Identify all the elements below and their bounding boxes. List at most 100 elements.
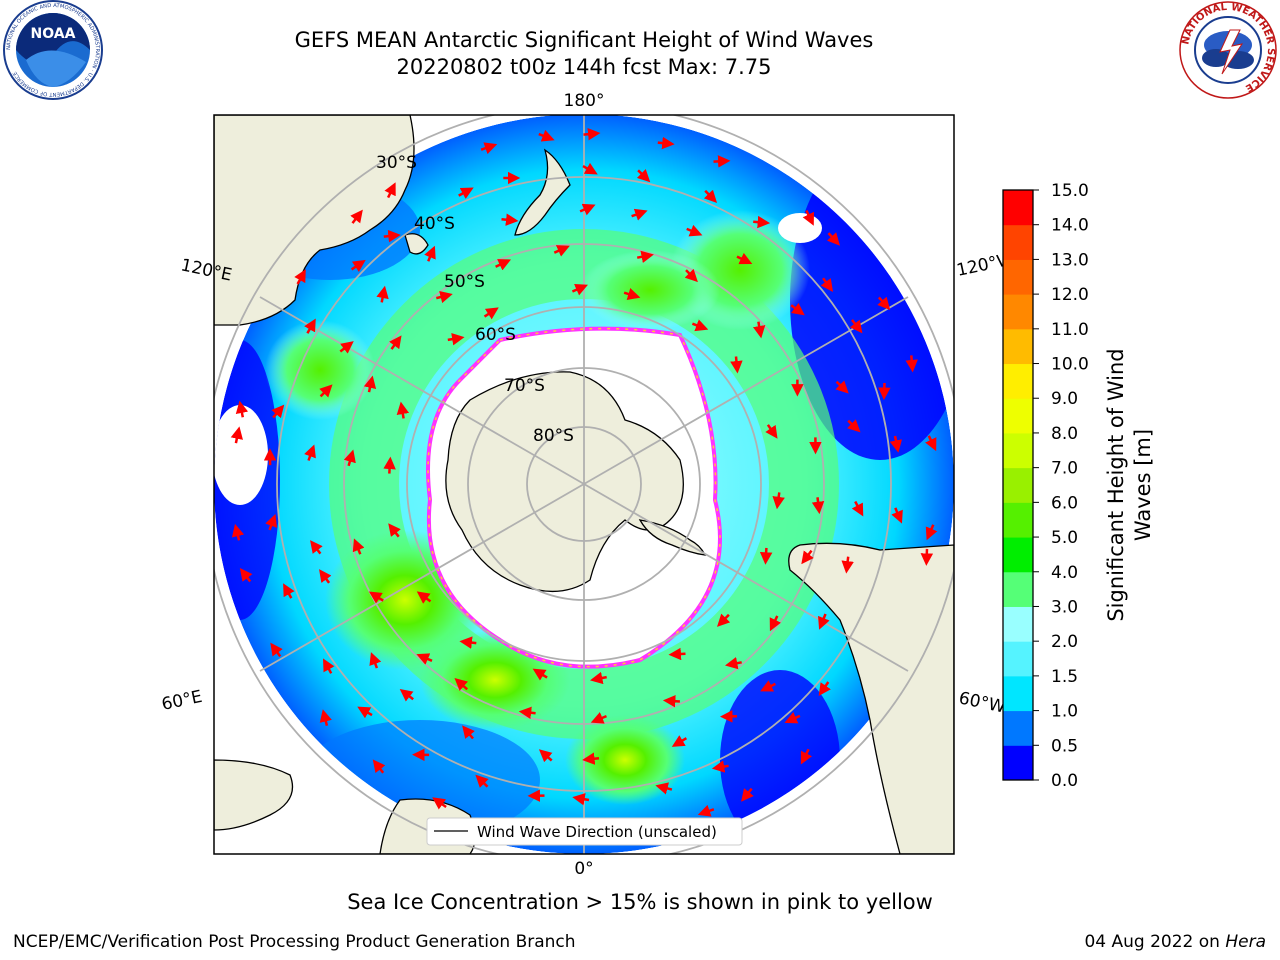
colorbar-segment <box>1003 294 1033 330</box>
colorbar-tick-label: 11.0 <box>1051 320 1089 340</box>
wind-wave-arrow <box>271 404 285 419</box>
lon-label-180: 180° <box>564 91 605 111</box>
wind-wave-arrow <box>501 213 519 226</box>
land <box>214 115 954 854</box>
colorbar-tick-label: 0.5 <box>1051 736 1078 756</box>
wind-wave-arrow <box>801 549 814 565</box>
wind-wave-arrow <box>304 318 316 334</box>
wind-wave-arrow <box>790 302 805 316</box>
wind-wave-arrow <box>920 548 934 566</box>
colorbar-segment <box>1003 502 1033 538</box>
wind-wave-arrow <box>736 252 753 265</box>
wind-wave-arrow <box>538 749 553 763</box>
lon-label-0: 0° <box>574 859 593 879</box>
wind-wave-arrow <box>350 259 366 273</box>
wind-wave-arrow <box>462 725 475 740</box>
africa-land <box>214 759 294 831</box>
wind-wave-arrow <box>265 514 277 531</box>
wind-wave-arrow <box>631 208 648 221</box>
colorbar-segment <box>1003 606 1033 642</box>
wind-wave-arrow <box>668 647 686 661</box>
colorbar-segment <box>1003 432 1033 469</box>
wind-wave-arrow <box>925 435 937 452</box>
map-frame <box>213 114 955 855</box>
wind-wave-arrow <box>905 355 918 373</box>
lat-label-50s: 50°S <box>444 272 485 292</box>
lat-label-40s: 40°S <box>414 214 455 234</box>
colorbar-segment <box>1003 328 1033 365</box>
wind-wave-arrow <box>851 500 864 517</box>
wind-wave-arrow <box>753 215 771 229</box>
wind-wave-arrow <box>363 375 377 393</box>
wind-wave-arrow <box>579 203 596 216</box>
wind-wave-arrow <box>553 245 570 257</box>
wind-wave-arrow <box>752 321 766 339</box>
map-subtitle: 20220802 t00z 144h fcst Max: 7.75 <box>396 55 772 79</box>
colorbar-label-line1: Significant Height of Wind <box>1104 348 1128 621</box>
wind-wave-arrow <box>518 706 536 719</box>
wind-wave-arrow <box>384 182 396 199</box>
wind-wave-arrow <box>820 277 834 292</box>
wind-wave-arrow <box>818 681 831 697</box>
colorbar-segment <box>1003 745 1033 781</box>
colorbar-frame <box>1002 189 1034 781</box>
map-area: 30°S 40°S 50°S 60°S 70°S 80°S Wind Wave … <box>214 115 954 854</box>
lat-label-30s: 30°S <box>376 153 417 173</box>
antarctica-land <box>445 371 684 593</box>
wind-wave-arrow <box>849 319 863 334</box>
wind-wave-arrow <box>270 642 283 658</box>
colorbar-tick-label: 7.0 <box>1051 459 1078 479</box>
wind-wave-arrow <box>343 449 356 467</box>
wind-wave-arrow <box>239 568 253 583</box>
wind-wave-arrow <box>432 797 447 810</box>
wind-wave-arrow <box>230 426 243 444</box>
colorbar-segment <box>1003 398 1033 434</box>
antarctic-peninsula-land <box>638 519 707 556</box>
colorbar-tick-label: 12.0 <box>1051 285 1089 305</box>
wind-wave-arrow <box>589 671 607 685</box>
colorbar-segment <box>1003 641 1033 677</box>
colorbar-tick-label: 6.0 <box>1051 493 1078 513</box>
wind-wave-arrow <box>847 419 861 433</box>
colorbar-tick-label: 13.0 <box>1051 250 1089 270</box>
lon-label-60e: 60°E <box>160 687 204 715</box>
credit-text: NCEP/EMC/Verification Post Processing Pr… <box>13 932 576 952</box>
wind-wave-arrow <box>802 209 814 226</box>
wind-wave-arrow <box>571 283 588 296</box>
colorbar-tick-label: 10.0 <box>1051 355 1089 375</box>
noaa-logo: NOAA NATIONAL OCEANIC AND ATMOSPHERIC AD… <box>3 0 103 100</box>
new-zealand-land <box>514 148 571 236</box>
machine-name: Hera <box>1225 932 1266 952</box>
colorbar-tick-label: 3.0 <box>1051 597 1078 617</box>
wind-wave-arrow <box>818 613 830 630</box>
wind-wave-arrow <box>319 384 333 398</box>
wind-wave-arrow <box>925 524 938 541</box>
wind-wave-arrow <box>458 187 474 199</box>
wind-wave-arrow <box>697 804 715 817</box>
wind-wave-arrow <box>811 497 825 515</box>
colorbar-tick-label: 1.5 <box>1051 667 1078 687</box>
colorbar-tick-label: 0.0 <box>1051 771 1078 791</box>
wind-wave-arrow <box>800 748 813 765</box>
wind-wave-arrow <box>480 142 498 155</box>
wind-wave-arrow <box>759 547 773 565</box>
wind-wave-arrow <box>304 444 316 461</box>
colorbar-tick-label: 14.0 <box>1051 216 1089 236</box>
colorbar-segment <box>1003 190 1033 226</box>
colorbar-tick-label: 8.0 <box>1051 424 1078 444</box>
wind-wave-arrow <box>636 250 654 263</box>
wind-wave-arrow <box>772 492 785 510</box>
wind-wave-arrow <box>424 245 436 262</box>
wind-wave-arrow <box>703 189 718 203</box>
colorbar-segment <box>1003 224 1033 260</box>
colorbar-tick-label: 15.0 <box>1051 181 1089 201</box>
lon-label-60w: 60°W <box>957 688 1007 717</box>
colorbar: 0.0 0.5 1.0 1.5 2.0 3.0 4.0 5.0 6.0 7.0 8.0 9.0 10.0… <box>1002 181 1089 791</box>
colorbar-segment <box>1003 571 1033 607</box>
wind-wave-arrow <box>877 296 891 311</box>
date-text: 04 Aug 2022 on Hera <box>1084 932 1266 952</box>
wind-wave-arrow <box>711 760 729 773</box>
wind-wave-arrow <box>483 307 499 320</box>
wind-wave-arrow <box>475 774 489 788</box>
